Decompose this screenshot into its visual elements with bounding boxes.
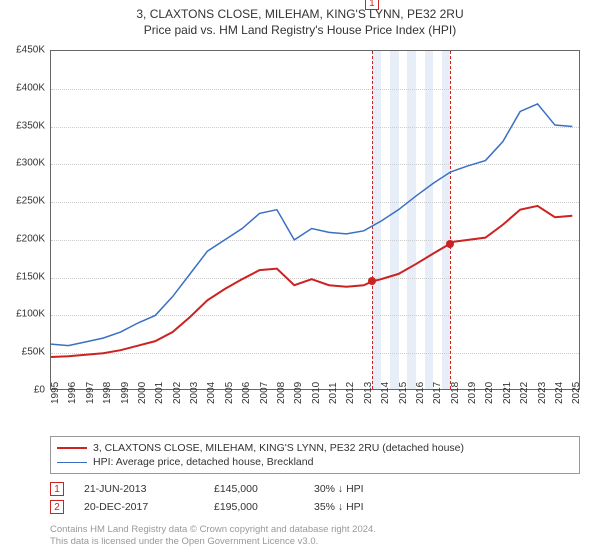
chart-subtitle: Price paid vs. HM Land Registry's House … [0, 23, 600, 37]
y-axis-label: £450K [0, 45, 45, 56]
legend-item-property: 3, CLAXTONS CLOSE, MILEHAM, KING'S LYNN,… [57, 441, 573, 455]
tx-marker-2: 2 [50, 500, 64, 514]
transactions-table: 1 21-JUN-2013 £145,000 30% ↓ HPI 2 20-DE… [50, 480, 580, 516]
tx-price: £195,000 [214, 501, 294, 513]
y-axis-label: £0 [0, 385, 45, 396]
tx-diff: 30% ↓ HPI [314, 483, 414, 495]
y-axis-label: £50K [0, 347, 45, 358]
y-axis-label: £100K [0, 309, 45, 320]
y-axis-label: £350K [0, 120, 45, 131]
y-axis-label: £400K [0, 82, 45, 93]
footer-attribution: Contains HM Land Registry data © Crown c… [50, 524, 580, 549]
transaction-row: 2 20-DEC-2017 £195,000 35% ↓ HPI [50, 498, 580, 516]
tx-marker-1: 1 [50, 482, 64, 496]
chart-title: 3, CLAXTONS CLOSE, MILEHAM, KING'S LYNN,… [0, 0, 600, 23]
footer-line1: Contains HM Land Registry data © Crown c… [50, 524, 580, 536]
tx-date: 21-JUN-2013 [84, 483, 194, 495]
tx-diff: 35% ↓ HPI [314, 501, 414, 513]
y-axis-label: £150K [0, 271, 45, 282]
tx-date: 20-DEC-2017 [84, 501, 194, 513]
legend: 3, CLAXTONS CLOSE, MILEHAM, KING'S LYNN,… [50, 436, 580, 474]
y-axis-label: £300K [0, 158, 45, 169]
tx-price: £145,000 [214, 483, 294, 495]
y-axis-label: £200K [0, 233, 45, 244]
transaction-row: 1 21-JUN-2013 £145,000 30% ↓ HPI [50, 480, 580, 498]
footer-line2: This data is licensed under the Open Gov… [50, 536, 580, 548]
legend-label: HPI: Average price, detached house, Brec… [93, 456, 313, 468]
marker-point-2 [446, 240, 454, 248]
marker-point-1 [368, 277, 376, 285]
plot: 12 [50, 50, 580, 390]
series-hpi [51, 104, 572, 346]
chart-area: 12 £0£50K£100K£150K£200K£250K£300K£350K£… [50, 50, 580, 410]
y-axis-label: £250K [0, 196, 45, 207]
legend-item-hpi: HPI: Average price, detached house, Brec… [57, 455, 573, 469]
legend-label: 3, CLAXTONS CLOSE, MILEHAM, KING'S LYNN,… [93, 442, 464, 454]
line-series [51, 51, 581, 391]
marker-box-1: 1 [365, 0, 379, 10]
x-axis-label: 2025 [571, 382, 600, 404]
